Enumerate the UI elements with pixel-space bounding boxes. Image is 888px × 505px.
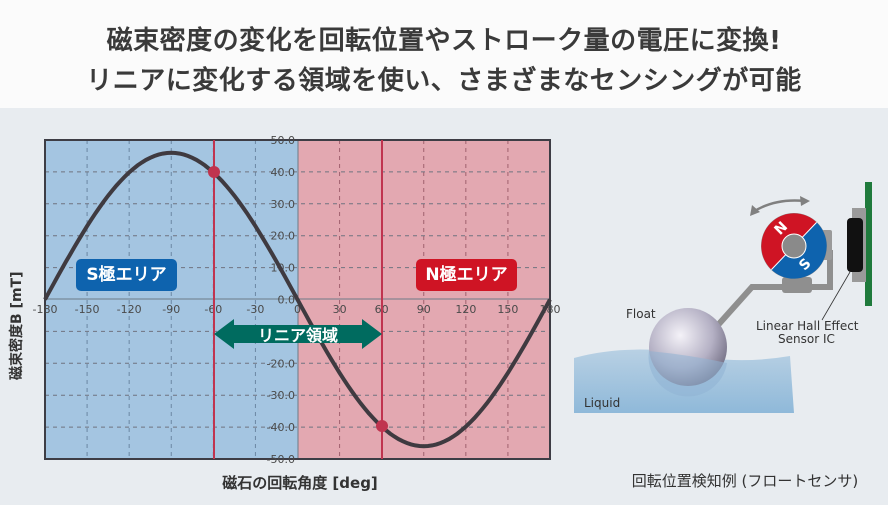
marker-minus60 [208,166,220,178]
svg-text:30.0: 30.0 [271,198,296,211]
svg-text:-30: -30 [246,303,264,316]
svg-text:-150: -150 [75,303,100,316]
header-banner: 磁束密度の変化を回転位置やストローク量の電圧に変換! リニアに変化する領域を使い… [0,0,888,108]
svg-text:150: 150 [497,303,518,316]
svg-text:0.0: 0.0 [278,294,296,307]
headline-line-1: 磁束密度の変化を回転位置やストローク量の電圧に変換! [106,26,782,56]
svg-text:-120: -120 [117,303,142,316]
marker-plus60 [376,420,388,432]
svg-text:90: 90 [417,303,431,316]
svg-text:-40.0: -40.0 [267,421,295,434]
illustration-caption: 回転位置検知例 (フロートセンサ) [631,472,859,490]
n-pole-badge: N極エリア [416,259,517,291]
svg-text:30: 30 [333,303,347,316]
flux-curve [43,150,552,449]
svg-text:-90: -90 [162,303,180,316]
svg-text:20.0: 20.0 [271,230,296,243]
headline-line-2: リニアに変化する領域を使い、さまざまなセンシングが可能 [86,66,802,96]
x-axis-label: 磁石の回転角度 [deg] [222,474,378,492]
svg-text:-30.0: -30.0 [267,389,295,402]
svg-text:120: 120 [455,303,476,316]
linear-region-label: リニア領域 [258,326,338,345]
svg-text:-50.0: -50.0 [267,453,295,466]
svg-text:0: 0 [294,303,301,316]
linear-region-arrow [214,319,382,349]
svg-text:-20.0: -20.0 [267,357,295,370]
svg-text:-180: -180 [33,303,58,316]
y-axis-label: 磁束密度B [mT] [9,271,25,380]
s-pole-badge: S極エリア [76,259,177,291]
svg-text:50.0: 50.0 [271,134,296,147]
svg-text:40.0: 40.0 [271,166,296,179]
